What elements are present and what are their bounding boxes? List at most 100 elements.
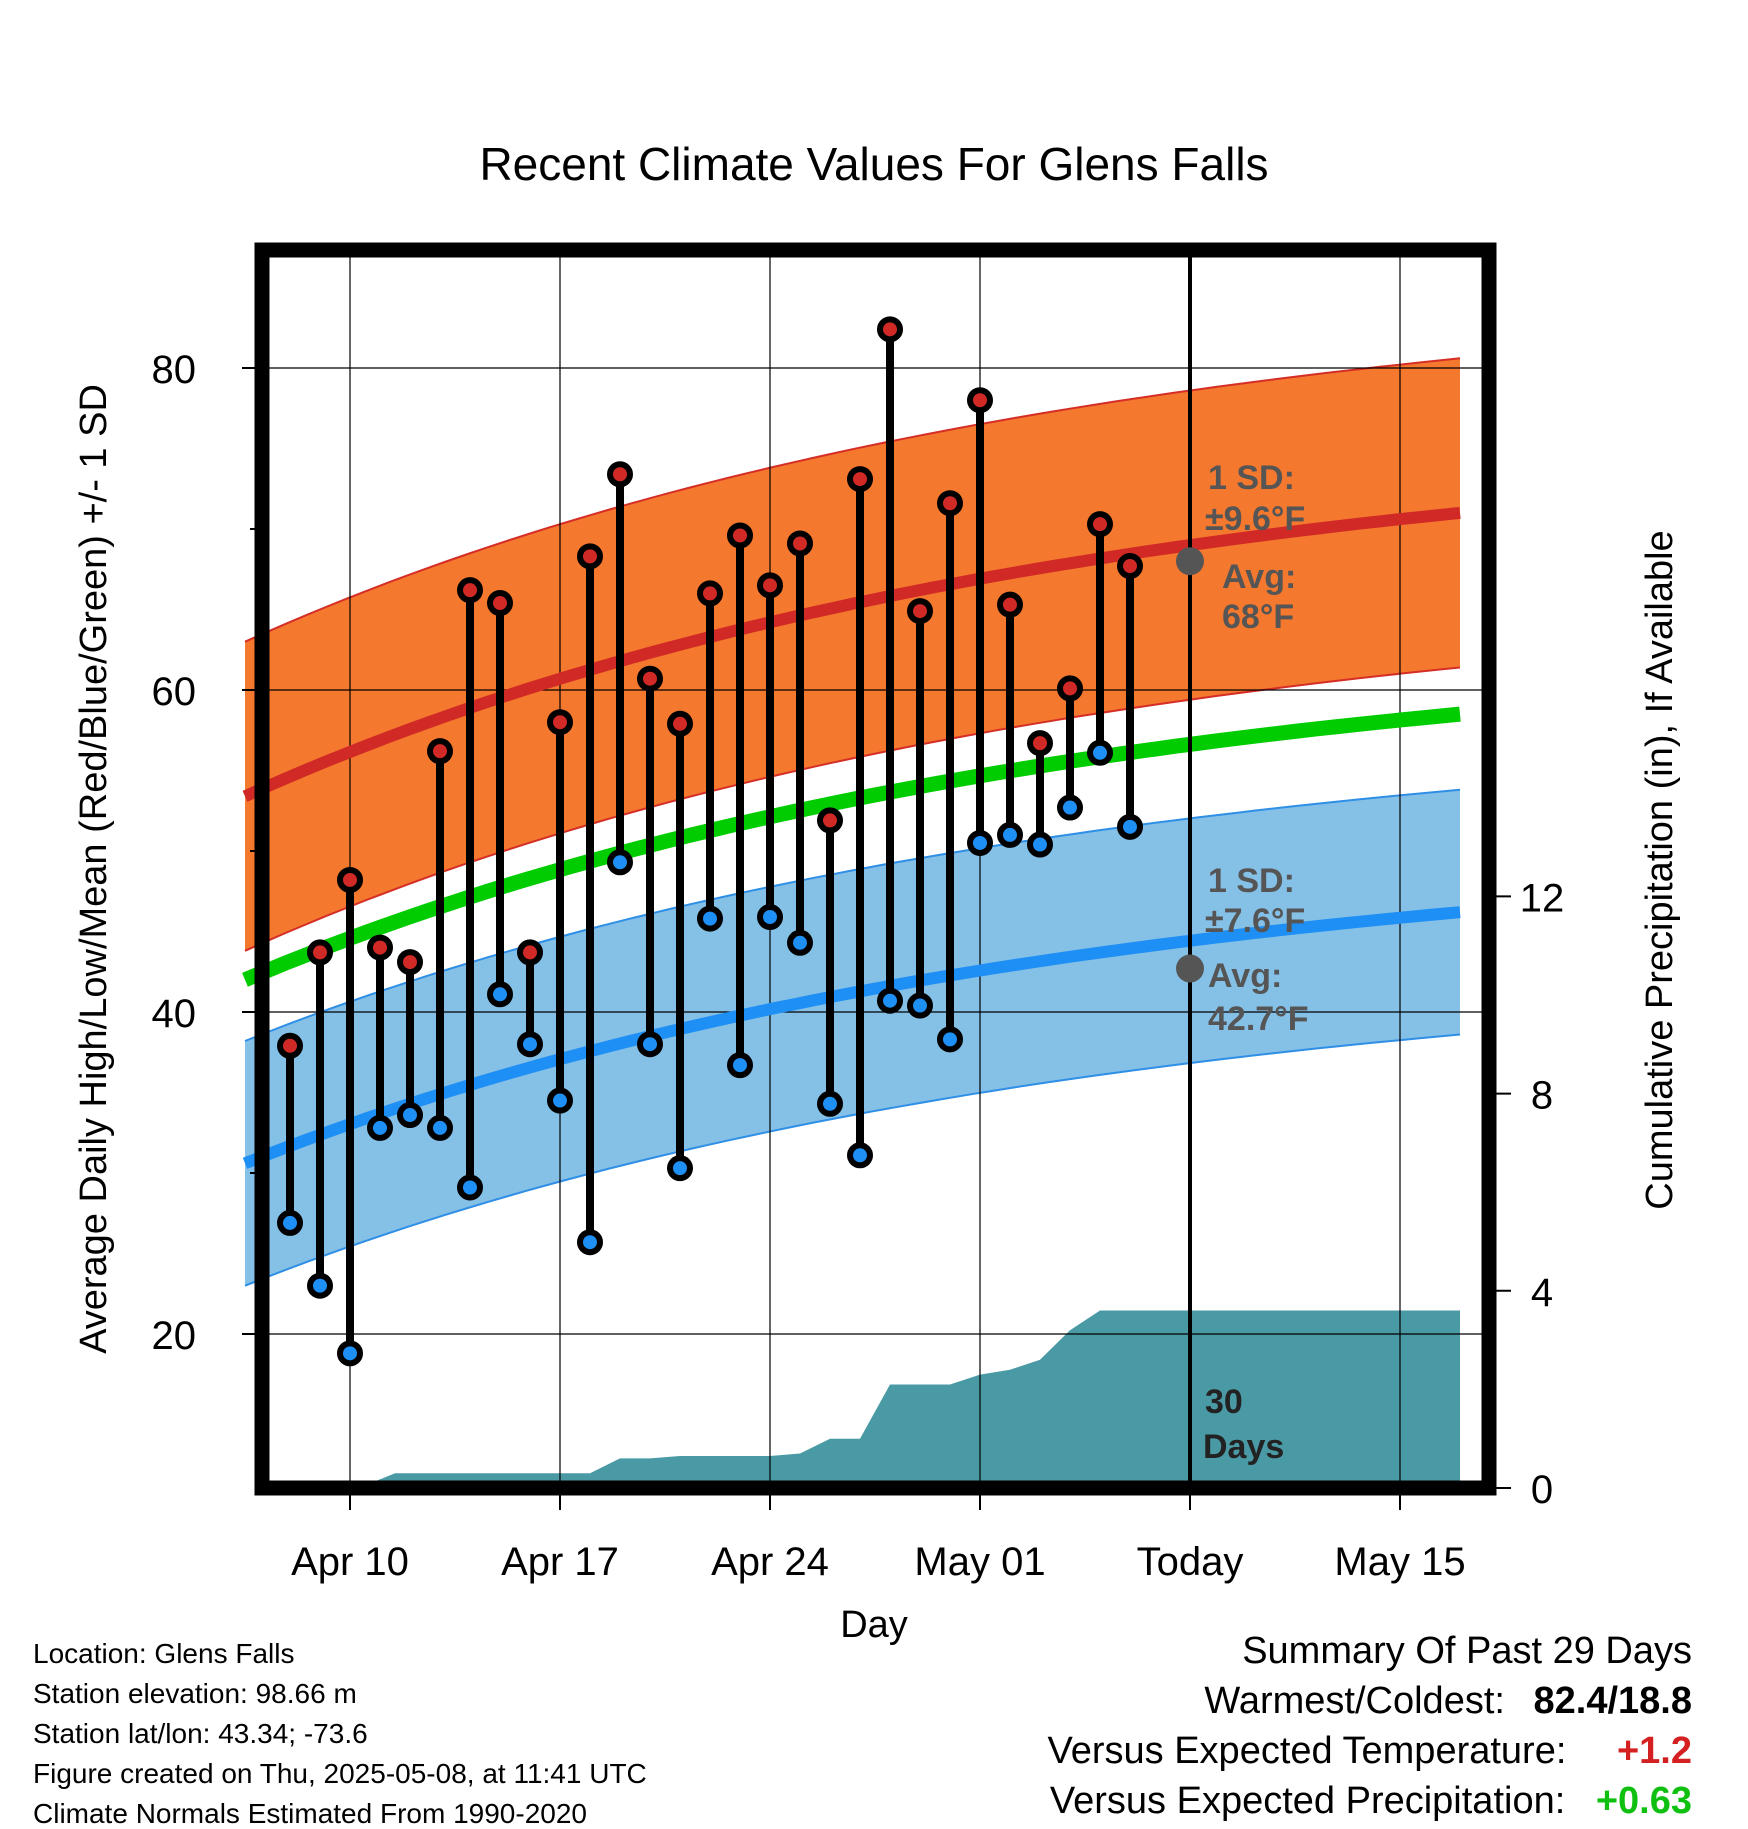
x-tick-label: Apr 24 [711,1540,829,1584]
daily-low-point [1057,794,1083,821]
normals-text: Climate Normals Estimated From 1990-2020 [33,1798,587,1829]
latlon-text: Station lat/lon: 43.34; -73.6 [33,1718,368,1749]
y-tick-label: 40 [152,992,197,1036]
daily-low-point [817,1090,843,1117]
x-tick-label: Apr 17 [501,1540,619,1584]
daily-high-point [1027,730,1053,757]
daily-low-point [787,929,813,956]
daily-low-point [727,1052,753,1079]
y2-axis-label: Cumulative Precipitation (in), If Availa… [1639,530,1681,1209]
daily-high-point [997,591,1023,618]
x-tick-label: May 01 [914,1540,1045,1584]
summary-precip: Versus Expected Precipitation: +0.63 [1050,1780,1692,1823]
daily-high-point [907,598,933,625]
daily-high-point [277,1032,303,1059]
precip-label: Versus Expected Precipitation: [1049,1780,1566,1822]
daily-low-point [967,829,993,856]
x-tick-label: Apr 10 [291,1540,409,1584]
daily-high-point [1057,675,1083,702]
x-tick-label: May 15 [1334,1540,1465,1584]
daily-low-point [487,981,513,1008]
summary-temp: Versus Expected Temperature: +1.2 [1047,1730,1692,1773]
daily-high-point [577,543,603,570]
normal-high-line [242,506,1461,802]
x-tick-label: Today [1137,1540,1244,1584]
warmest-label: Warmest/Coldest: [1204,1680,1505,1722]
temp-label: Versus Expected Temperature: [1047,1730,1567,1772]
daily-low-point [307,1272,333,1299]
low-avg-value: 42.7°F [1208,1000,1309,1038]
daily-high-point [727,522,753,549]
normal-mean-line [242,706,1461,987]
daily-high-point [427,738,453,765]
days-count-number: 30 [1205,1383,1243,1421]
daily-low-point [937,1026,963,1053]
x-axis-label: Day [840,1604,908,1646]
high-sd-value: ±9.6°F [1205,500,1305,538]
elevation-text: Station elevation: 98.66 m [33,1678,357,1709]
daily-low-point [457,1174,483,1201]
y2-tick-label: 0 [1531,1468,1553,1512]
temp-value: +1.2 [1616,1730,1692,1772]
daily-low-point [847,1142,873,1169]
precip-value: +0.63 [1595,1780,1692,1822]
daily-high-point [367,934,393,961]
daily-high-point [757,572,783,599]
summary-title: Summary Of Past 29 Days [1242,1630,1692,1672]
high-sd-label: 1 SD: [1208,459,1295,497]
daily-low-point [637,1031,663,1058]
daily-high-point [877,316,903,343]
daily-low-point [1117,813,1143,840]
daily-high-point [487,590,513,617]
days-count-word: Days [1203,1428,1284,1466]
low-avg-label: Avg: [1208,957,1282,995]
daily-low-point [757,904,783,931]
low-band-upper-edge [244,788,1461,1042]
daily-low-point [997,821,1023,848]
daily-high-point [667,710,693,737]
normal-low-line [242,906,1461,1169]
y2-tick-label: 12 [1520,876,1565,920]
plot-frame [254,242,1497,1496]
daily-low-point [367,1114,393,1141]
daily-high-point [397,949,423,976]
daily-high-point [457,577,483,604]
y-tick-label: 60 [152,670,197,714]
daily-high-point [307,939,333,966]
high-avg-value: 68°F [1222,598,1294,636]
daily-high-point [787,530,813,557]
daily-low-point [517,1031,543,1058]
daily-high-point [967,387,993,414]
daily-high-point [937,490,963,517]
daily-low-point [1087,739,1113,766]
daily-low-point [277,1209,303,1236]
daily-high-point [607,461,633,488]
high-band-upper-edge [244,357,1461,643]
summary-warmest: Warmest/Coldest: 82.4/18.8 [1204,1680,1692,1723]
low-sd-value: ±7.6°F [1205,902,1305,940]
warmest-value: 82.4/18.8 [1533,1680,1692,1722]
daily-low-point [877,987,903,1014]
high-avg-label: Avg: [1222,558,1296,596]
daily-high-point [847,466,873,493]
daily-high-point [547,709,573,736]
daily-low-point [607,849,633,876]
low-sd-label: 1 SD: [1208,862,1295,900]
y2-tick-label: 8 [1531,1074,1553,1118]
daily-high-point [697,580,723,607]
daily-high-point [637,665,663,692]
daily-high-point [817,807,843,834]
daily-low-point [577,1229,603,1256]
high-sd-band [245,358,1460,951]
y-tick-label: 20 [152,1314,197,1358]
y-axis-label: Average Daily High/Low/Mean (Red/Blue/Gr… [73,384,115,1354]
daily-high-point [337,866,363,893]
y2-tick-label: 4 [1531,1271,1553,1315]
y-tick-label: 80 [152,348,197,392]
daily-low-point [547,1087,573,1114]
high-avg-point [1176,547,1204,576]
daily-low-point [667,1155,693,1182]
daily-low-point [907,992,933,1019]
created-text: Figure created on Thu, 2025-05-08, at 11… [33,1758,647,1789]
daily-high-point [517,939,543,966]
